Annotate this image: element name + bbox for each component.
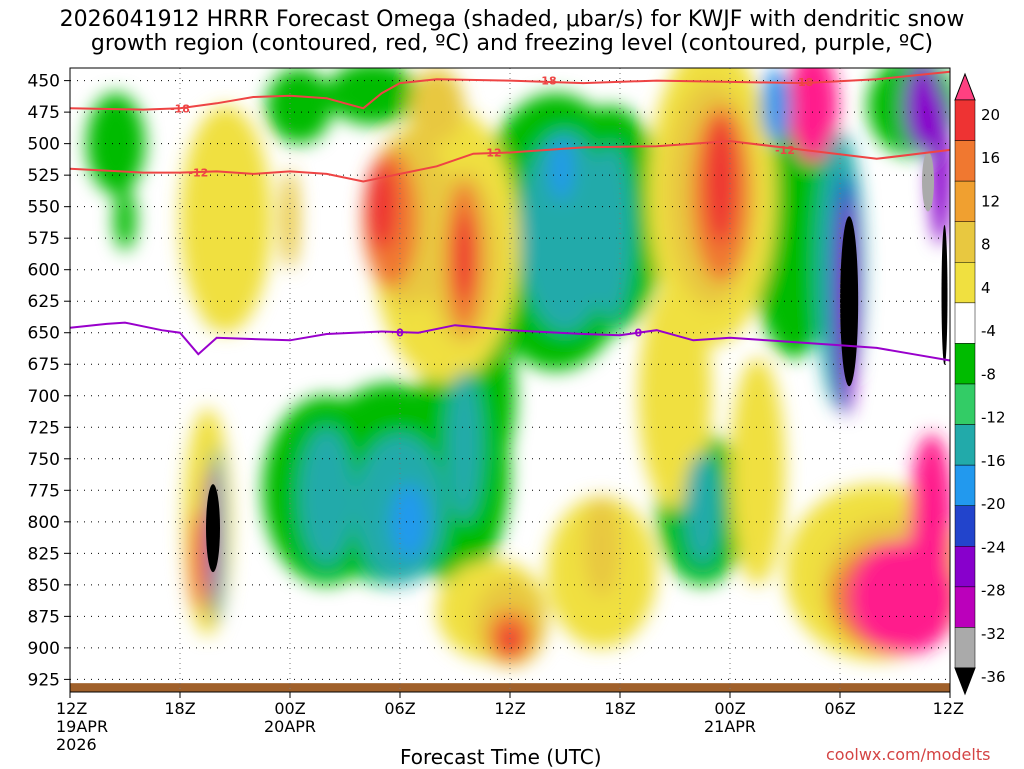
colorbar-min-arrow	[954, 667, 976, 696]
contour-label: -18	[170, 102, 190, 115]
omega-shaded-field	[70, 68, 950, 692]
colorbar-max-arrow	[954, 72, 976, 101]
y-tick-label: 850	[28, 576, 60, 596]
y-tick-label: 825	[28, 544, 60, 564]
x-date-label: 19APR	[56, 717, 108, 736]
colorbar-label: -16	[981, 452, 1006, 470]
colorbar-label: -20	[981, 495, 1006, 513]
y-tick-label: 725	[28, 418, 60, 438]
colorbar-swatch	[954, 302, 976, 344]
contour-dendritic-bottom	[69, 140, 951, 183]
y-tick-label: 575	[28, 229, 60, 249]
contour-label: -12	[482, 146, 502, 159]
y-tick-label: 700	[28, 387, 60, 407]
chart-title-line-1: 2026041912 HRRR Forecast Omega (shaded, …	[59, 7, 965, 32]
colorbar-swatch	[954, 262, 976, 304]
x-date-label: 20APR	[264, 717, 316, 736]
x-tick-label: 12Z	[494, 699, 525, 718]
x-tick-label: 06Z	[384, 699, 415, 718]
colorbar-swatch	[954, 627, 976, 669]
contour-freezing-level	[69, 321, 951, 362]
contour-lines: -18 -18 -18 -12 -12 -12 0 0	[69, 70, 951, 362]
y-tick-label: 875	[28, 607, 60, 627]
x-tick-label: 00Z	[714, 699, 745, 718]
credit-link[interactable]: coolwx.com/modelts	[826, 745, 991, 764]
y-tick-label: 675	[28, 355, 60, 375]
colorbar-label: 16	[981, 149, 1000, 167]
colorbar-swatch	[954, 505, 976, 547]
contour-dendritic-top	[69, 70, 951, 111]
contour-label: -18	[793, 76, 813, 89]
x-axis-label: Forecast Time (UTC)	[400, 745, 602, 769]
colorbar: 20 16 12 8 4 -4 -8 -12 -16 -20 -24 -28 -32 -36	[954, 72, 1006, 696]
contour-label: -12	[775, 144, 795, 157]
colorbar-label: 12	[981, 192, 1000, 210]
colorbar-swatch	[954, 383, 976, 425]
colorbar-label: -28	[981, 582, 1006, 600]
contour-label: -12	[188, 167, 208, 180]
y-tick-label: 500	[28, 135, 60, 155]
colorbar-label: -4	[981, 322, 996, 340]
colorbar-label: -24	[981, 538, 1006, 556]
y-tick-label: 775	[28, 481, 60, 501]
y-tick-label: 650	[28, 324, 60, 344]
x-tick-label: 18Z	[604, 699, 635, 718]
chart-title-line-2: growth region (contoured, red, ºC) and f…	[90, 31, 934, 56]
colorbar-label: -8	[981, 365, 996, 383]
colorbar-label: 8	[981, 236, 991, 254]
y-tick-label: 600	[28, 261, 60, 281]
colorbar-swatch	[954, 99, 976, 141]
y-tick-label: 800	[28, 513, 60, 533]
colorbar-label: 20	[981, 106, 1000, 124]
y-tick-label: 925	[28, 670, 60, 690]
colorbar-swatch	[954, 343, 976, 385]
contour-label: -18	[537, 75, 557, 88]
x-tick-label: 00Z	[274, 699, 305, 718]
x-tick-label: 12Z	[56, 699, 87, 718]
colorbar-swatch	[954, 221, 976, 263]
colorbar-swatch	[954, 180, 976, 222]
y-tick-label: 625	[28, 292, 60, 312]
y-tick-label: 550	[28, 198, 60, 218]
colorbar-label: -12	[981, 409, 1006, 427]
x-tick-label: 18Z	[164, 699, 195, 718]
axes: 450 475 500 525 550 575 600 625 650 675 700 725 750 7…	[28, 67, 964, 754]
colorbar-swatch	[954, 140, 976, 182]
y-tick-label: 450	[28, 72, 60, 92]
colorbar-swatch	[954, 424, 976, 466]
x-date-label: 21APR	[704, 717, 756, 736]
colorbar-label: -32	[981, 625, 1006, 643]
x-tick-label: 12Z	[933, 699, 964, 718]
colorbar-label: -36	[981, 668, 1006, 686]
colorbar-label: 4	[981, 279, 991, 297]
colorbar-swatch	[954, 464, 976, 506]
colorbar-swatch	[954, 546, 976, 588]
y-tick-label: 525	[28, 166, 60, 186]
x-year-label: 2026	[56, 735, 97, 754]
contour-label: 0	[396, 327, 404, 340]
y-tick-label: 900	[28, 639, 60, 659]
colorbar-swatch	[954, 586, 976, 628]
contour-label: 0	[635, 327, 643, 340]
ground-band	[70, 683, 950, 692]
y-tick-label: 750	[28, 450, 60, 470]
x-tick-label: 06Z	[824, 699, 855, 718]
y-tick-label: 475	[28, 103, 60, 123]
